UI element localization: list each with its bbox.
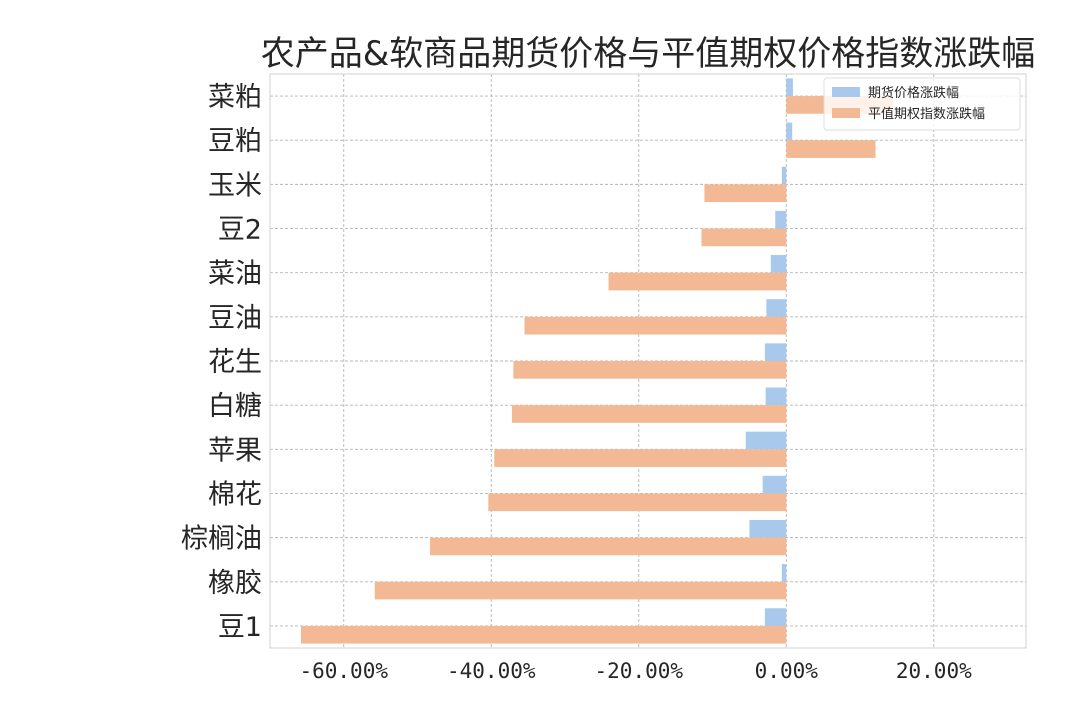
category-label: 苹果 [208, 435, 262, 466]
category-label: 白糖 [208, 391, 262, 422]
bars [300, 78, 894, 644]
chart-title: 农产品&软商品期货价格与平值期权价格指数涨跌幅 [261, 34, 1036, 74]
atm-option-index-bar [300, 625, 787, 644]
category-label: 菜粕 [208, 82, 262, 113]
futures-price-bar [749, 519, 787, 538]
futures-price-bar [765, 387, 787, 406]
futures-price-bar [781, 564, 787, 582]
futures-price-bar [781, 166, 787, 185]
category-label: 豆粕 [208, 126, 262, 157]
atm-option-index-bar [494, 449, 787, 467]
futures-price-bar [764, 608, 787, 626]
category-label: 棉花 [208, 479, 262, 510]
futures-price-bar [770, 255, 787, 273]
atm-option-index-bar [524, 316, 787, 335]
category-label: 豆油 [208, 303, 262, 334]
atm-option-index-bar [786, 140, 876, 158]
category-label: 菜油 [208, 259, 262, 290]
legend-swatch [832, 108, 860, 118]
x-tick-labels: -60.00% -40.00% -20.00% 0.00% 20.00% [299, 659, 972, 683]
category-label: 花生 [208, 347, 262, 378]
x-tick-label: -40.00% [447, 659, 536, 683]
category-label: 豆1 [218, 612, 262, 643]
x-tick-label: 0.00% [755, 659, 819, 683]
legend-swatch [832, 87, 860, 97]
atm-option-index-bar [374, 581, 787, 600]
legend-box [823, 77, 1021, 131]
atm-option-index-bar [488, 493, 787, 512]
atm-option-index-bar [513, 361, 787, 379]
atm-option-index-bar [608, 272, 787, 291]
x-tick-label: 20.00% [896, 659, 972, 683]
atm-option-index-bar [511, 405, 787, 423]
legend-label: 期货价格涨跌幅 [868, 85, 959, 101]
category-label: 橡胶 [208, 568, 262, 599]
x-tick-label: -60.00% [299, 659, 388, 683]
category-label: 豆2 [218, 215, 262, 246]
x-tick-label: -20.00% [595, 659, 684, 683]
futures-price-bar [764, 343, 787, 361]
futures-price-bar [786, 78, 793, 97]
category-label: 棕榈油 [181, 524, 262, 555]
futures-price-bar [766, 299, 787, 317]
atm-option-index-bar [430, 537, 787, 556]
futures-price-bar [786, 122, 793, 141]
futures-price-bar [762, 475, 787, 494]
plot-frame [269, 73, 1027, 649]
atm-option-index-bar [704, 184, 787, 203]
futures-price-bar [775, 210, 787, 229]
futures-price-bar [745, 431, 787, 450]
atm-option-index-bar [701, 228, 787, 247]
category-label: 玉米 [208, 170, 262, 201]
legend-label: 平值期权指数涨跌幅 [868, 106, 985, 122]
